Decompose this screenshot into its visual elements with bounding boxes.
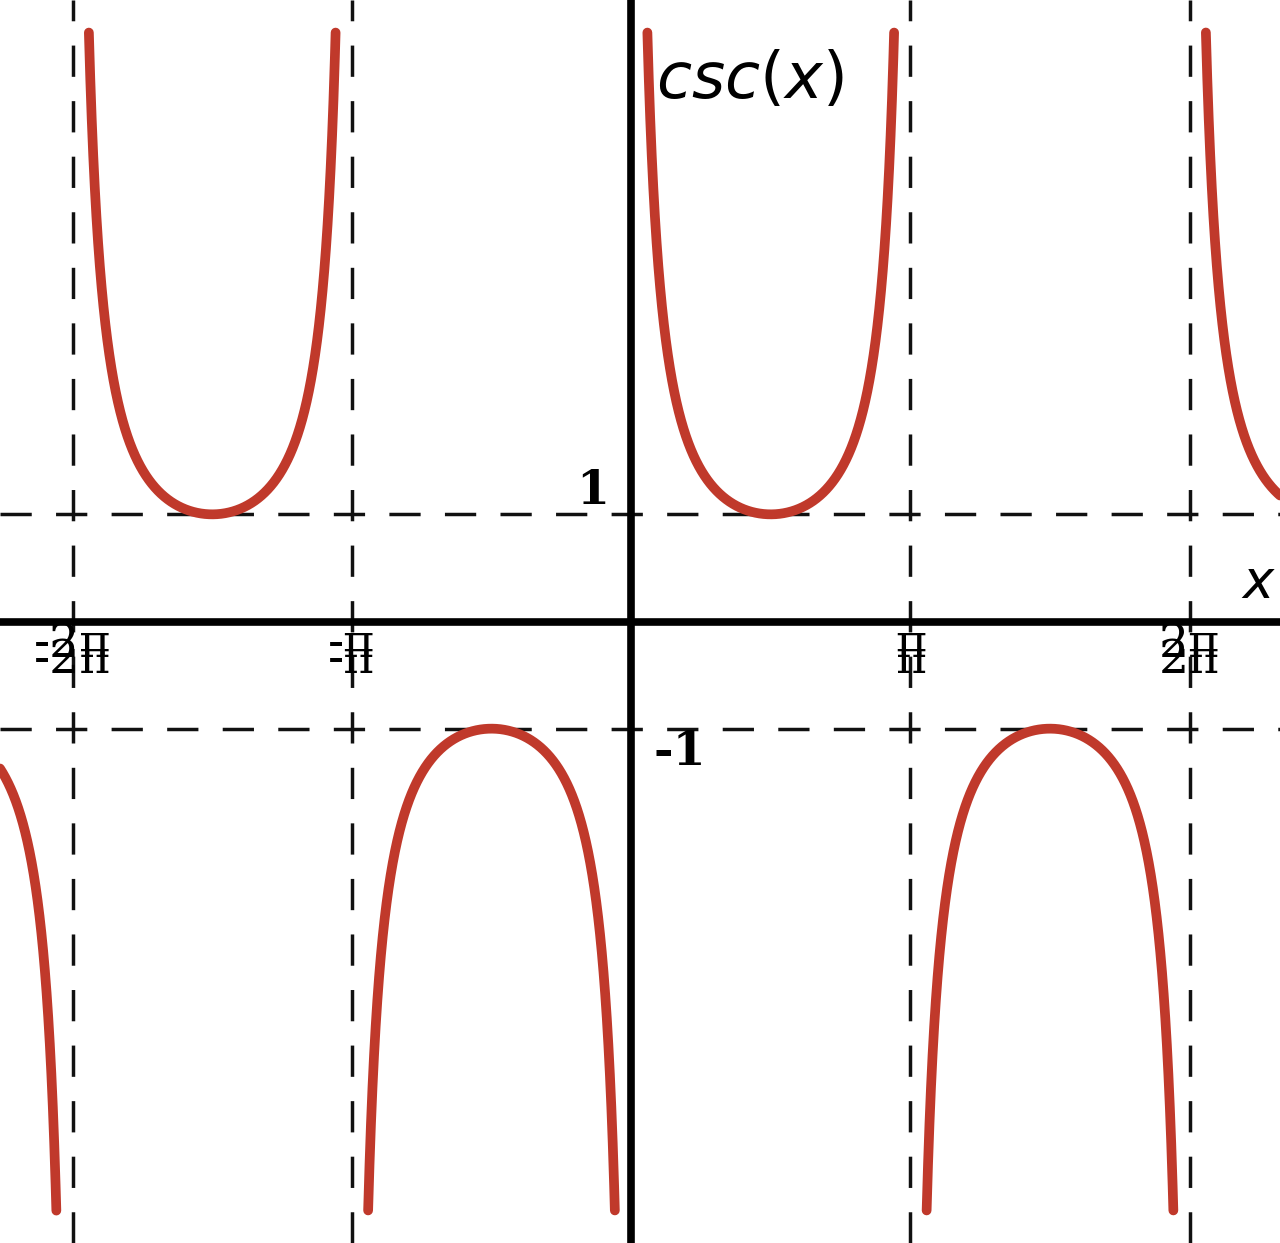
Text: $\mathit{x}$: $\mathit{x}$ bbox=[1240, 558, 1276, 609]
Text: -2π: -2π bbox=[33, 638, 111, 684]
Text: -π: -π bbox=[328, 638, 375, 684]
Text: 2π: 2π bbox=[1158, 622, 1220, 666]
Text: -2π: -2π bbox=[33, 622, 111, 666]
Text: 2π: 2π bbox=[1158, 638, 1220, 684]
Text: $\mathit{csc(x)}$: $\mathit{csc(x)}$ bbox=[657, 50, 844, 111]
Text: -π: -π bbox=[328, 622, 375, 666]
Text: 1: 1 bbox=[576, 469, 609, 515]
Text: π: π bbox=[895, 638, 925, 684]
Text: π: π bbox=[895, 622, 925, 666]
Text: -1: -1 bbox=[653, 728, 707, 774]
